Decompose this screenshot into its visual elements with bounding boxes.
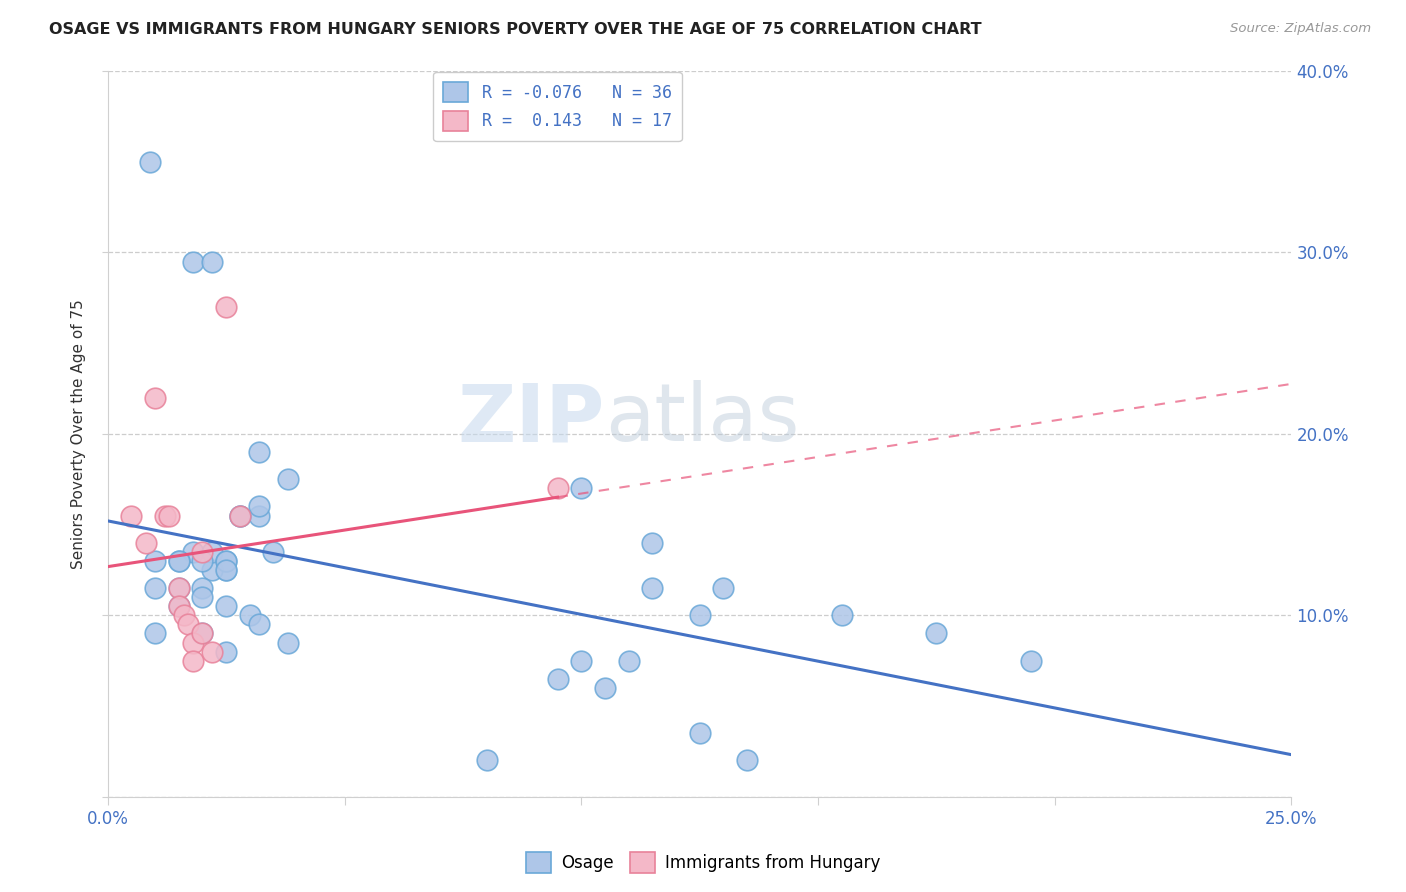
Point xyxy=(247,617,270,632)
Point xyxy=(191,581,214,595)
Point xyxy=(689,608,711,623)
Point xyxy=(167,554,190,568)
Point xyxy=(229,508,252,523)
Point xyxy=(167,581,190,595)
Point xyxy=(201,254,224,268)
Point xyxy=(120,508,142,523)
Point xyxy=(215,554,238,568)
Point xyxy=(641,581,664,595)
Point xyxy=(201,645,224,659)
Point xyxy=(547,672,569,686)
Point xyxy=(247,508,270,523)
Text: Source: ZipAtlas.com: Source: ZipAtlas.com xyxy=(1230,22,1371,36)
Point xyxy=(547,481,569,495)
Point xyxy=(475,754,498,768)
Point xyxy=(181,254,204,268)
Point xyxy=(167,581,190,595)
Point xyxy=(229,508,252,523)
Legend: R = -0.076   N = 36, R =  0.143   N = 17: R = -0.076 N = 36, R = 0.143 N = 17 xyxy=(433,72,682,141)
Point xyxy=(239,608,262,623)
Point xyxy=(167,554,190,568)
Point xyxy=(215,300,238,314)
Point xyxy=(925,626,948,640)
Point xyxy=(135,535,157,549)
Point xyxy=(153,508,176,523)
Point xyxy=(143,391,166,405)
Point xyxy=(215,563,238,577)
Y-axis label: Seniors Poverty Over the Age of 75: Seniors Poverty Over the Age of 75 xyxy=(72,299,86,569)
Point xyxy=(229,508,252,523)
Point xyxy=(167,599,190,614)
Point xyxy=(277,635,299,649)
Point xyxy=(139,154,162,169)
Point xyxy=(191,554,214,568)
Point xyxy=(247,445,270,459)
Point xyxy=(143,626,166,640)
Point xyxy=(215,599,238,614)
Point xyxy=(215,554,238,568)
Text: OSAGE VS IMMIGRANTS FROM HUNGARY SENIORS POVERTY OVER THE AGE OF 75 CORRELATION : OSAGE VS IMMIGRANTS FROM HUNGARY SENIORS… xyxy=(49,22,981,37)
Point xyxy=(191,626,214,640)
Point xyxy=(167,599,190,614)
Point xyxy=(593,681,616,695)
Point xyxy=(569,654,592,668)
Point xyxy=(641,535,664,549)
Point xyxy=(263,545,285,559)
Point xyxy=(191,590,214,604)
Point xyxy=(735,754,758,768)
Point xyxy=(201,563,224,577)
Point xyxy=(181,545,204,559)
Point xyxy=(191,545,214,559)
Point xyxy=(831,608,853,623)
Point xyxy=(157,508,180,523)
Point xyxy=(1019,654,1042,668)
Point xyxy=(191,626,214,640)
Point xyxy=(201,545,224,559)
Point xyxy=(143,581,166,595)
Point xyxy=(569,481,592,495)
Point xyxy=(215,563,238,577)
Point xyxy=(143,554,166,568)
Point xyxy=(617,654,640,668)
Text: ZIP: ZIP xyxy=(458,380,605,458)
Text: atlas: atlas xyxy=(605,380,799,458)
Legend: Osage, Immigrants from Hungary: Osage, Immigrants from Hungary xyxy=(519,846,887,880)
Point xyxy=(689,726,711,740)
Point xyxy=(181,654,204,668)
Point xyxy=(215,645,238,659)
Point xyxy=(181,635,204,649)
Point xyxy=(177,617,200,632)
Point xyxy=(277,472,299,486)
Point xyxy=(247,500,270,514)
Point xyxy=(173,608,195,623)
Point xyxy=(711,581,734,595)
